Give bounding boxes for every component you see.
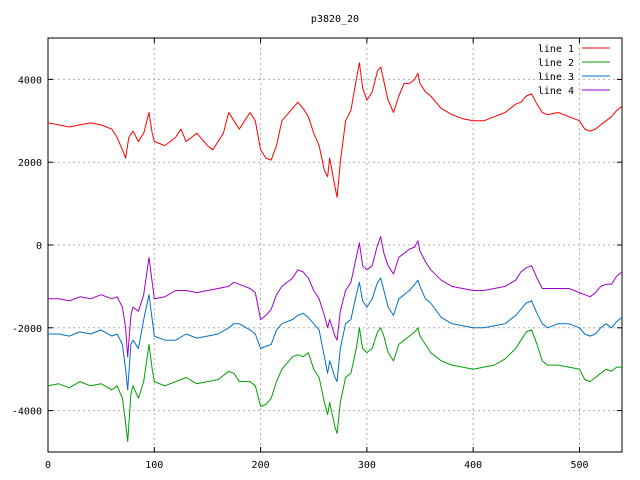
legend: line 1 line 2 line 3 line 4 — [538, 44, 610, 97]
legend-label: line 3 — [538, 72, 574, 83]
series-line-1 — [47, 62, 623, 198]
chart-title: p3820_20 — [311, 14, 359, 25]
legend-label: line 4 — [538, 86, 574, 97]
y-tick-label: 2000 — [18, 158, 42, 169]
x-tick-label: 200 — [252, 460, 270, 471]
y-tick-label: -2000 — [12, 324, 42, 335]
x-tick-label: 0 — [45, 460, 51, 471]
x-tick-label: 500 — [570, 460, 588, 471]
series-line-2 — [47, 327, 622, 443]
series-line-4 — [48, 236, 623, 358]
legend-label: line 2 — [538, 58, 574, 69]
y-tick-label: -4000 — [12, 407, 42, 418]
x-tick-label: 100 — [145, 460, 163, 471]
axis-ticks: 0 100 200 300 400 500 -4000 -2000 0 2000 4000 — [12, 38, 622, 471]
x-tick-label: 400 — [464, 460, 482, 471]
y-tick-label: 0 — [36, 241, 42, 252]
x-tick-label: 300 — [358, 460, 376, 471]
series-group — [47, 62, 623, 443]
series-line-3 — [48, 277, 623, 391]
legend-label: line 1 — [538, 44, 574, 55]
y-tick-label: 4000 — [18, 75, 42, 86]
grid — [48, 38, 622, 452]
